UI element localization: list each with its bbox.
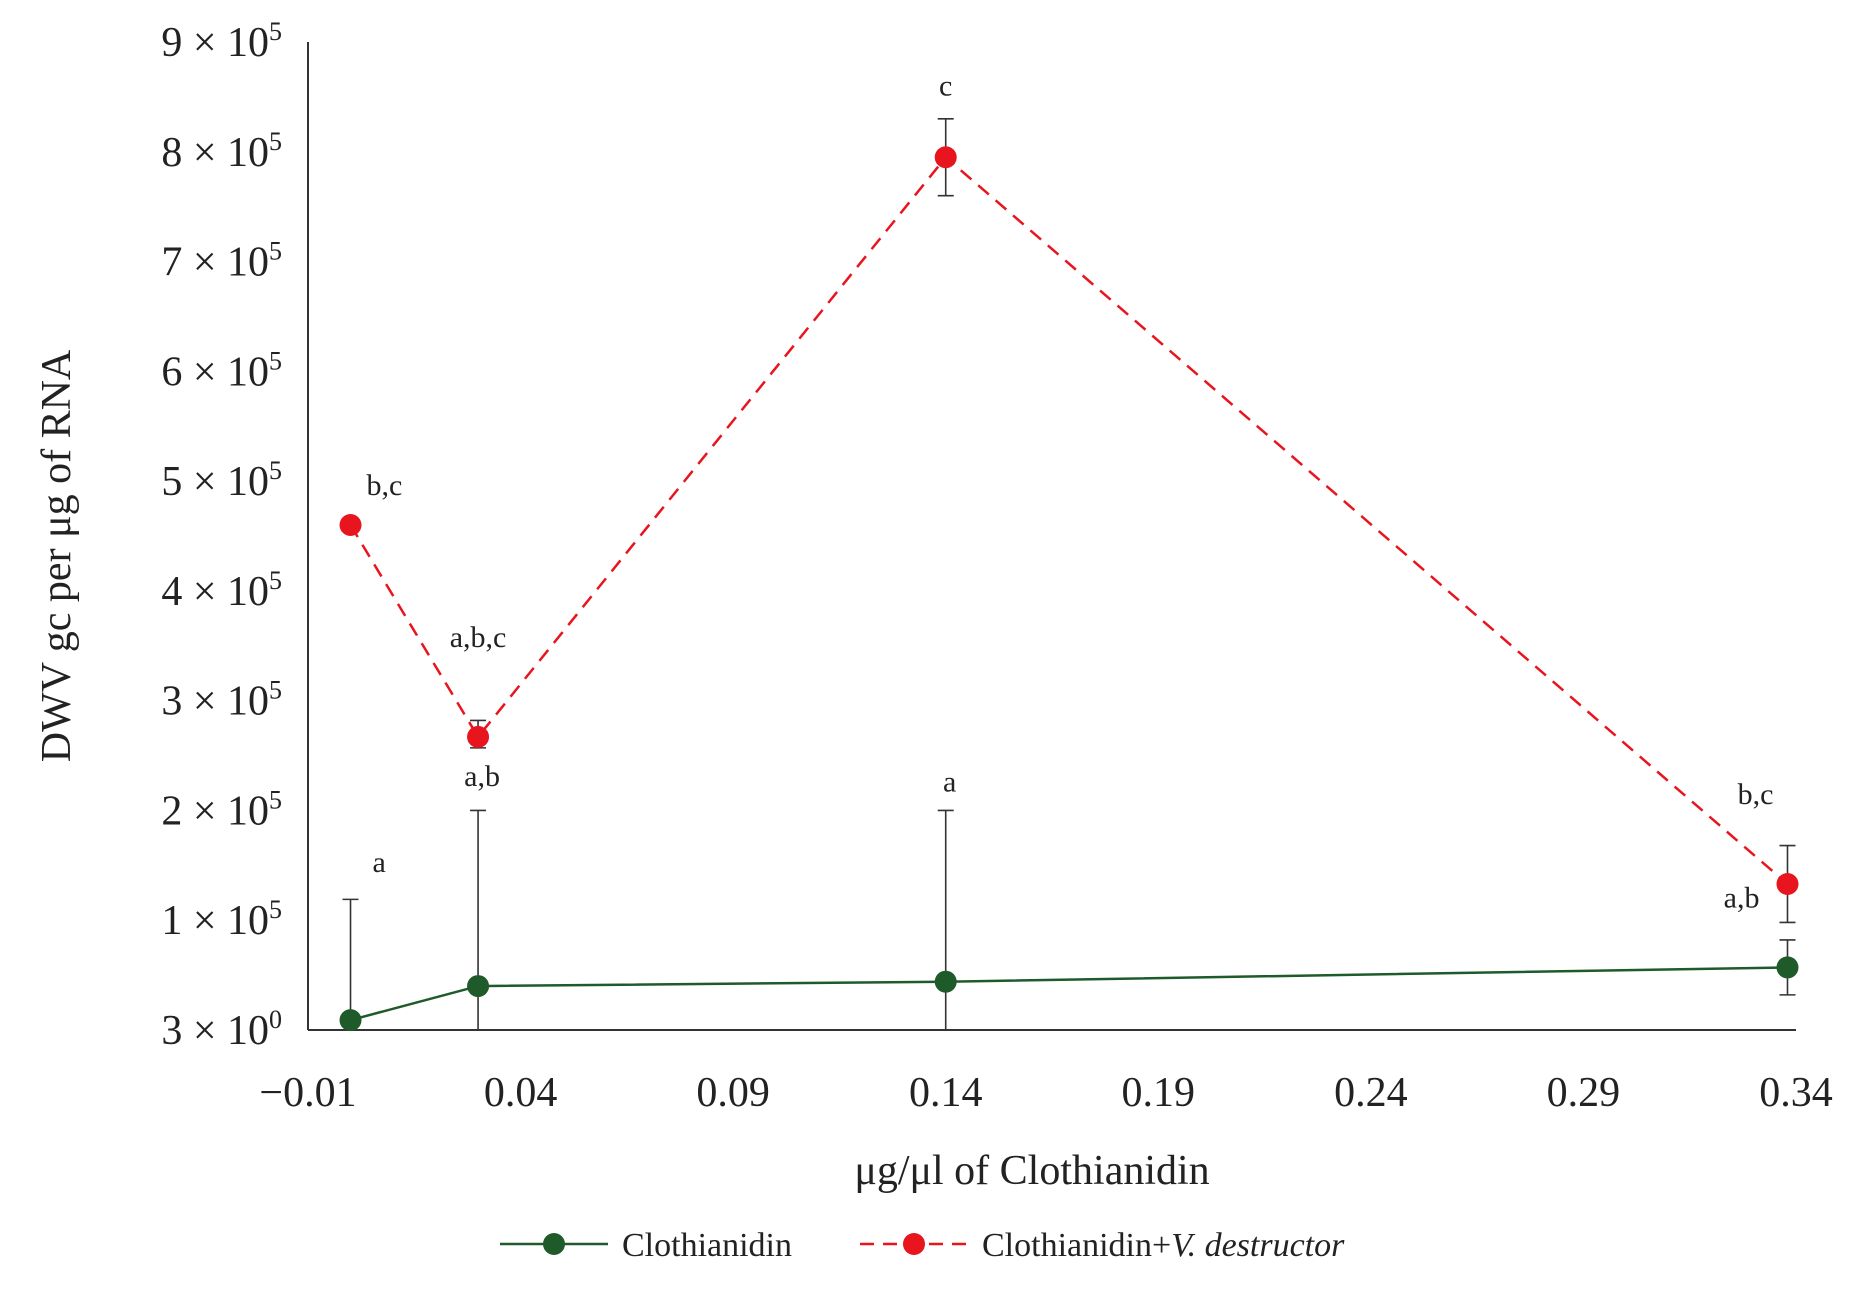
significance-label: a,b [464, 760, 500, 793]
x-tick-label: −0.01 [259, 1070, 356, 1116]
data-point [339, 1009, 362, 1032]
y-tick-label: 5 × 105 [161, 456, 282, 505]
significance-label: a [373, 846, 386, 879]
x-tick-label: 0.09 [696, 1070, 770, 1116]
y-tick-label: 6 × 105 [161, 346, 282, 395]
data-point [1776, 872, 1799, 895]
data-point [934, 970, 957, 993]
data-point [467, 725, 490, 748]
significance-labels: a a,b a a,b b,c a,b,c c b,c [367, 69, 1774, 914]
legend-label-clothianidin: Clothianidin [622, 1227, 792, 1264]
y-tick-label: 1 × 105 [161, 895, 282, 944]
x-tick-label: 0.24 [1334, 1070, 1408, 1116]
series-line-1 [349, 155, 1789, 885]
x-axis-tick-labels: −0.01 0.04 0.09 0.14 0.19 0.24 0.29 0.34 [259, 1070, 1832, 1116]
y-tick-label: 7 × 105 [161, 237, 282, 286]
y-tick-label: 8 × 105 [161, 127, 282, 176]
legend-marker-clothianidin [543, 1233, 565, 1255]
y-tick-label: 9 × 105 [161, 17, 282, 66]
data-point [339, 514, 362, 537]
y-tick-label: 4 × 105 [161, 566, 282, 615]
x-axis-title: μg/μl of Clothianidin [854, 1148, 1209, 1194]
significance-label: b,c [367, 469, 403, 502]
x-tick-label: 0.29 [1547, 1070, 1621, 1116]
x-tick-label: 0.19 [1122, 1070, 1196, 1116]
y-axis-tick-labels: 3 × 100 1 × 105 2 × 105 3 × 105 4 × 105 5 × 1… [161, 17, 282, 1054]
y-axis-title: DWV gc per μg of RNA [34, 349, 80, 762]
error-bars [342, 118, 1796, 1030]
significance-label: b,c [1738, 778, 1774, 811]
legend: Clothianidin Clothianidin+V. destructor [500, 1227, 1345, 1264]
y-tick-label: 2 × 105 [161, 785, 282, 834]
data-point [934, 146, 957, 169]
significance-label: c [939, 69, 952, 102]
y-tick-label: 3 × 100 [161, 1005, 282, 1054]
x-tick-label: 0.14 [909, 1070, 983, 1116]
significance-label: a,b [1724, 881, 1760, 914]
data-point [1776, 956, 1799, 979]
x-tick-label: 0.04 [484, 1070, 558, 1116]
series-line-0 [350, 966, 1788, 1022]
significance-label: a,b,c [450, 621, 507, 654]
x-tick-label: 0.34 [1759, 1070, 1833, 1116]
legend-marker-clothianidin-varroa [903, 1233, 925, 1255]
significance-label: a [943, 766, 956, 799]
legend-label-clothianidin-varroa: Clothianidin+V. destructor [982, 1227, 1345, 1264]
data-series [339, 146, 1799, 1032]
data-point [467, 975, 490, 998]
y-tick-label: 3 × 105 [161, 676, 282, 725]
